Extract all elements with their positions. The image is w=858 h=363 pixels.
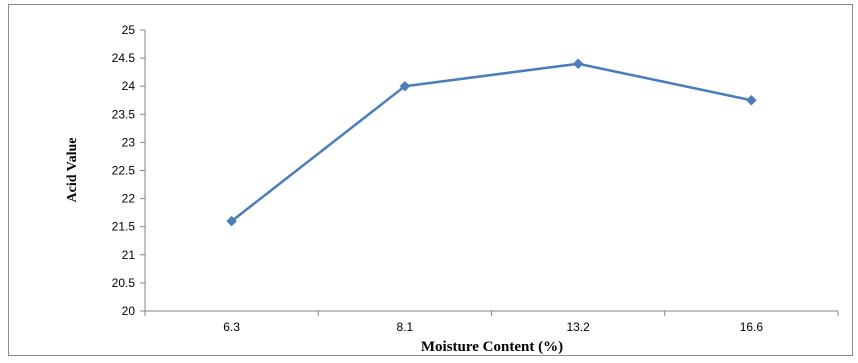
data-point: [572, 58, 584, 70]
y-tick-label: 21.5: [112, 220, 136, 234]
data-point: [746, 94, 757, 106]
y-tick-label: 20: [122, 304, 136, 318]
x-tick-label: 6.3: [223, 320, 240, 334]
x-tick-label: 13.2: [566, 320, 590, 334]
y-tick-labels: 20 20.5 21 21.5 22 22.5 23 23.5 24 24.5 25: [112, 23, 136, 318]
y-tick-label: 24.5: [112, 51, 136, 65]
series-line: [230, 62, 752, 223]
axes: [140, 29, 839, 316]
data-point: [226, 215, 237, 227]
y-tick-label: 20.5: [112, 276, 136, 290]
x-tick-labels: 6.3 8.1 13.2 16.6: [223, 320, 763, 334]
series-layer: [226, 58, 757, 227]
data-point: [399, 80, 411, 92]
x-tick-label: 8.1: [397, 320, 414, 334]
y-tick-label: 22.5: [112, 164, 136, 178]
y-tick-label: 23: [122, 135, 136, 149]
y-axis-title: Acid Value: [65, 138, 80, 203]
y-tick-label: 24: [122, 79, 136, 93]
y-tick-label: 23.5: [112, 107, 136, 121]
y-tick-label: 25: [122, 23, 136, 37]
x-axis-title: Moisture Content (%): [421, 339, 563, 355]
y-tick-label: 21: [122, 248, 136, 262]
x-tick-label: 16.6: [740, 320, 764, 334]
chart-frame: [8, 4, 853, 356]
y-tick-label: 22: [122, 192, 136, 206]
